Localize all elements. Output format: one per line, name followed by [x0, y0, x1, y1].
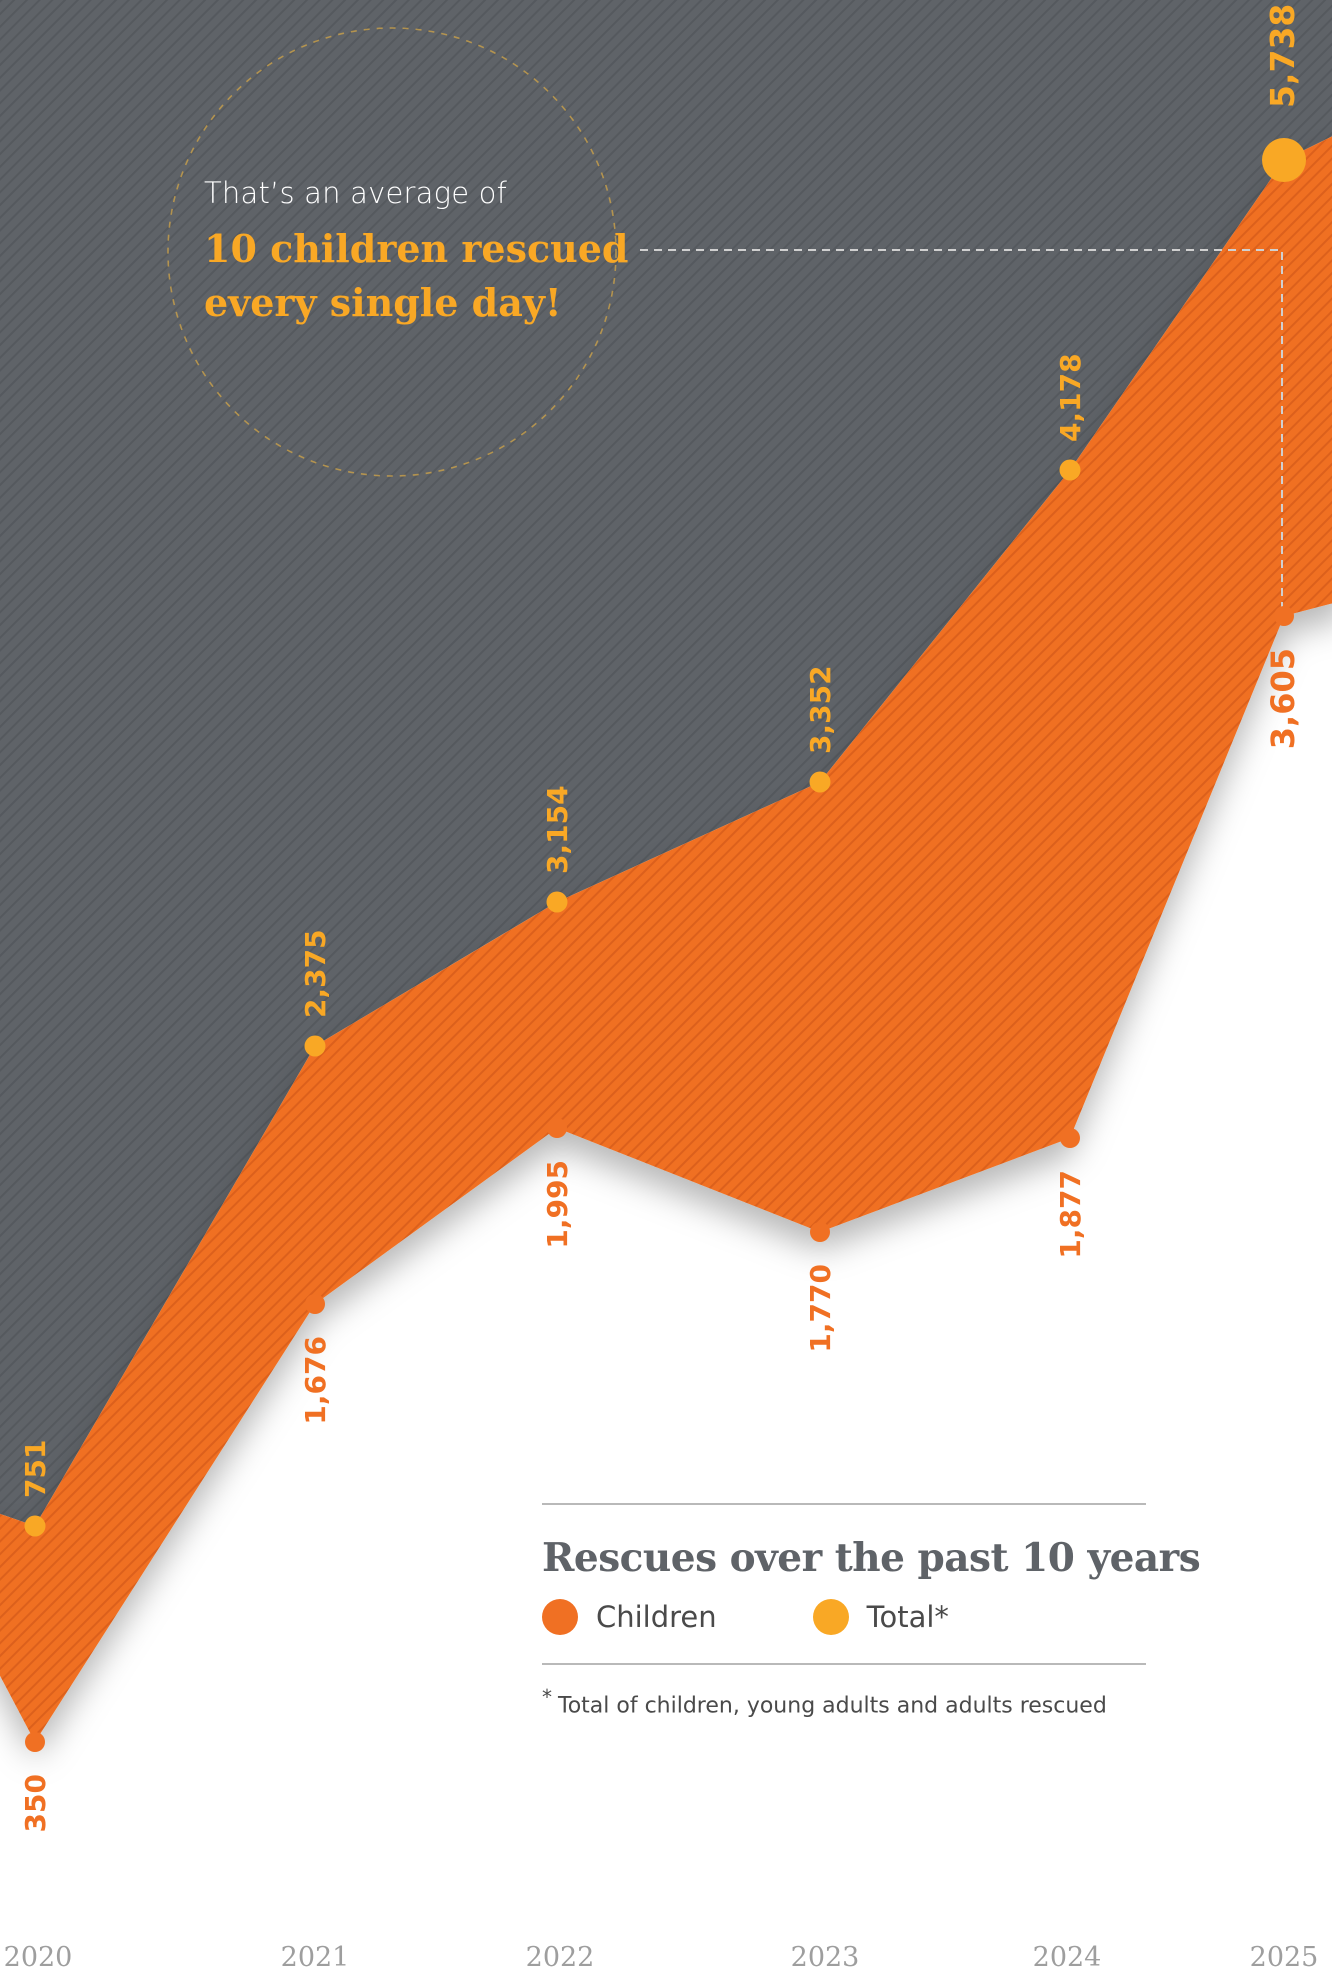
x-tick-label-2025: 2025 — [1250, 1942, 1319, 1973]
legend-items: Children Total* — [542, 1599, 1146, 1665]
x-tick-label-2020: 2020 — [4, 1942, 73, 1973]
callout-intro-text: That’s an average of — [204, 176, 508, 210]
total-swatch-icon — [812, 1599, 849, 1635]
children-point-2025 — [1274, 606, 1294, 626]
total-point-2023 — [809, 771, 831, 793]
children-swatch-icon — [542, 1599, 578, 1635]
chart-title: Rescues over the past 10 years — [542, 1535, 1201, 1581]
total-point-2025 — [1262, 138, 1306, 182]
total-series-area — [0, 0, 1332, 1526]
legend-item-children: Children — [542, 1599, 717, 1635]
total-point-2022 — [546, 891, 568, 913]
children-value-label-2024: 1,877 — [1054, 1170, 1087, 1259]
children-point-2020 — [25, 1732, 45, 1752]
callout-leader-line — [640, 249, 1283, 612]
children-value-label-2022: 1,995 — [541, 1160, 574, 1249]
children-point-2021 — [305, 1294, 325, 1314]
children-point-2022 — [547, 1118, 567, 1138]
total-value-label-2020: 751 — [19, 1440, 52, 1498]
total-point-2024 — [1059, 459, 1081, 481]
legend-label-children: Children — [596, 1600, 717, 1634]
children-value-label-2025: 3,605 — [1264, 648, 1302, 749]
chart-legend: Rescues over the past 10 years Children … — [542, 1503, 1201, 1718]
children-value-label-2020: 350 — [19, 1774, 52, 1832]
footnote-mark: * — [542, 1685, 552, 1709]
total-point-2020 — [24, 1515, 46, 1537]
children-value-label-2021: 1,676 — [299, 1336, 332, 1425]
children-series-area — [0, 136, 1332, 1742]
total-value-label-2022: 3,154 — [541, 785, 574, 874]
x-tick-label-2021: 2021 — [281, 1942, 350, 1973]
legend-item-total: Total* — [812, 1599, 949, 1635]
total-value-label-2023: 3,352 — [804, 665, 837, 754]
total-value-label-2025: 5,738 — [1263, 4, 1302, 108]
children-point-2024 — [1060, 1128, 1080, 1148]
footnote-text: Total of children, young adults and adul… — [558, 1693, 1107, 1719]
callout-circle — [167, 27, 617, 477]
children-value-label-2023: 1,770 — [804, 1264, 837, 1353]
x-tick-label-2023: 2023 — [791, 1942, 860, 1973]
legend-label-total: Total* — [866, 1600, 949, 1634]
total-value-label-2021: 2,375 — [299, 929, 332, 1018]
x-tick-label-2022: 2022 — [526, 1942, 595, 1973]
footnote: * Total of children, young adults and adu… — [542, 1685, 1146, 1718]
total-point-2021 — [304, 1035, 326, 1057]
x-tick-label-2024: 2024 — [1033, 1942, 1102, 1973]
callout-highlight-text: 10 children rescued every single day! — [204, 226, 629, 325]
average-callout: That’s an average of 10 children rescued… — [204, 176, 644, 330]
total-value-label-2024: 4,178 — [1054, 353, 1087, 442]
children-point-2023 — [810, 1222, 830, 1242]
